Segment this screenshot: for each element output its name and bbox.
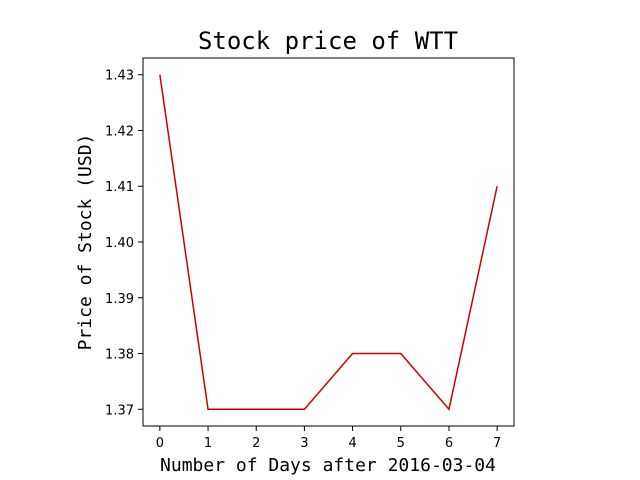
x-tick-label: 3	[300, 436, 308, 451]
y-tick-label: 1.43	[105, 69, 134, 84]
chart-title: Stock price of WTT	[198, 27, 458, 55]
plot-frame	[142, 57, 515, 427]
y-tick-label: 1.40	[105, 236, 134, 251]
y-tick-label: 1.42	[105, 124, 134, 139]
x-tick-label: 5	[397, 436, 405, 451]
x-tick-label: 2	[252, 436, 260, 451]
series-line-1	[159, 74, 498, 411]
x-tick-label: 1	[204, 436, 212, 451]
x-tick-label: 6	[445, 436, 453, 451]
y-tick-label: 1.39	[105, 292, 134, 307]
y-tick-label: 1.41	[105, 180, 134, 195]
y-axis-ticks: 1.37 1.38 1.39 1.40 1.41 1.42 1.43	[105, 69, 143, 418]
x-tick-label: 4	[348, 436, 356, 451]
series-layer	[159, 74, 498, 411]
y-tick-label: 1.37	[105, 403, 134, 418]
x-tick-label: 0	[156, 436, 164, 451]
x-tick-label: 7	[493, 436, 501, 451]
y-tick-label: 1.38	[105, 348, 134, 363]
y-axis-label: Price of Stock (USD)	[75, 134, 96, 351]
x-axis-ticks: 0 1 2 3 4 5 6 7	[156, 426, 501, 451]
x-axis-label: Number of Days after 2016-03-04	[160, 455, 496, 476]
